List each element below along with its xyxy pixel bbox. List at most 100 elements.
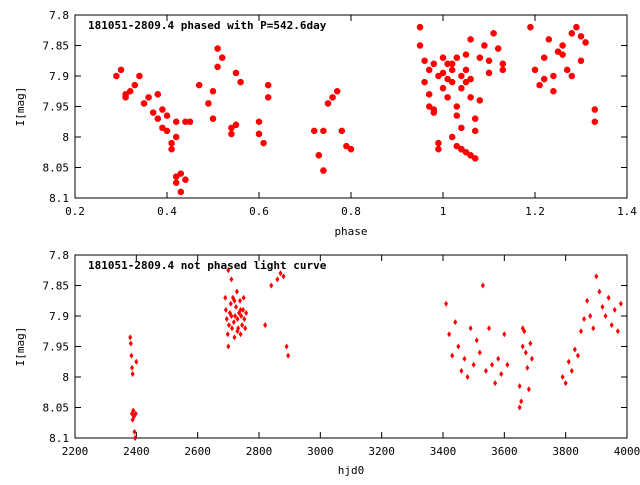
data-point (347, 146, 355, 153)
data-point (235, 316, 240, 323)
data-point (577, 57, 585, 64)
data-point (462, 355, 467, 362)
data-point (128, 340, 133, 347)
unphased-y-tick-label: 7.95 (43, 341, 70, 354)
data-point (485, 57, 493, 64)
data-point (334, 88, 341, 95)
data-point (591, 325, 596, 332)
data-point (612, 306, 617, 313)
data-point (416, 42, 424, 49)
data-point (435, 146, 442, 153)
data-point (550, 88, 557, 95)
data-point (474, 337, 479, 344)
phased-x-tick-label: 1.4 (617, 205, 637, 218)
data-point (223, 306, 228, 313)
data-point (324, 100, 332, 107)
data-point (260, 139, 267, 147)
data-point (244, 309, 249, 316)
unphased-x-tick-label: 2600 (184, 445, 211, 458)
data-point (520, 343, 525, 350)
data-point (278, 270, 283, 277)
data-point (182, 176, 189, 183)
unphased-y-tick-label: 8 (62, 371, 69, 384)
unphased-plot: 7.8 7.85 7.9 7.95 8 8.05 8.1 2200 2400 2600 2800 3… (14, 249, 640, 477)
unphased-x-tick-label: 3200 (368, 445, 395, 458)
data-point (523, 349, 528, 356)
data-point (609, 322, 614, 329)
data-point (243, 325, 248, 332)
data-point (209, 88, 217, 95)
data-point (130, 410, 135, 417)
data-point (232, 334, 237, 341)
data-point (237, 78, 244, 86)
data-point (168, 139, 175, 147)
data-point (173, 179, 180, 186)
unphased-y-axis-label: I[mag] (14, 327, 27, 367)
phased-y-tick-label: 7.85 (43, 40, 70, 53)
data-point (472, 127, 479, 135)
data-point (242, 316, 247, 323)
data-point (467, 75, 474, 83)
phased-y-axis: 7.8 7.85 7.9 7.95 8 8.05 8.1 (43, 9, 627, 205)
data-point (133, 435, 138, 441)
data-point (606, 294, 611, 301)
data-point (228, 124, 235, 131)
data-point (238, 331, 243, 338)
data-point (554, 48, 562, 55)
data-point (226, 322, 231, 329)
data-point (416, 24, 424, 31)
data-point (528, 340, 533, 347)
phased-x-tick-label: 0.8 (341, 205, 361, 218)
data-point (499, 60, 506, 67)
data-point (214, 63, 221, 70)
phased-x-tick-label: 1.2 (525, 205, 545, 218)
data-point (449, 66, 456, 74)
data-point (286, 352, 291, 359)
data-point (458, 85, 465, 92)
data-point (453, 103, 460, 110)
data-point (526, 386, 531, 393)
data-point (219, 54, 226, 61)
data-point (499, 370, 504, 377)
data-point (582, 39, 589, 46)
data-point (517, 383, 522, 390)
data-point (467, 152, 474, 159)
data-point (173, 118, 180, 125)
data-point (435, 72, 442, 80)
data-point (338, 127, 345, 135)
data-point (163, 112, 171, 119)
data-point (480, 282, 485, 289)
data-point (439, 85, 447, 92)
data-point (472, 155, 479, 162)
phased-y-tick-label: 8 (62, 131, 69, 144)
phased-y-tick-label: 8.1 (49, 192, 69, 205)
data-point (444, 300, 449, 307)
data-point (444, 60, 451, 67)
data-point (255, 130, 263, 138)
data-point (130, 364, 135, 371)
unphased-x-tick-label: 2400 (123, 445, 150, 458)
data-point (559, 42, 566, 49)
data-point (495, 45, 502, 52)
unphased-data-series (128, 267, 623, 441)
data-point (269, 282, 274, 289)
unphased-y-tick-label: 7.85 (43, 280, 70, 293)
data-point (228, 130, 235, 138)
data-point (275, 276, 280, 283)
data-point (468, 325, 473, 332)
data-point (603, 313, 608, 319)
data-point (241, 294, 246, 301)
data-point (462, 78, 470, 86)
data-point (232, 69, 240, 77)
data-point (591, 106, 598, 113)
unphased-x-axis-label: hjd0 (338, 464, 365, 477)
data-point (453, 112, 460, 119)
unphased-x-tick-label: 3600 (491, 445, 518, 458)
data-point (173, 173, 180, 180)
data-point (235, 328, 240, 335)
phased-x-tick-label: 0.2 (65, 205, 85, 218)
data-point (444, 75, 451, 83)
data-point (150, 109, 157, 116)
data-point (531, 66, 539, 74)
